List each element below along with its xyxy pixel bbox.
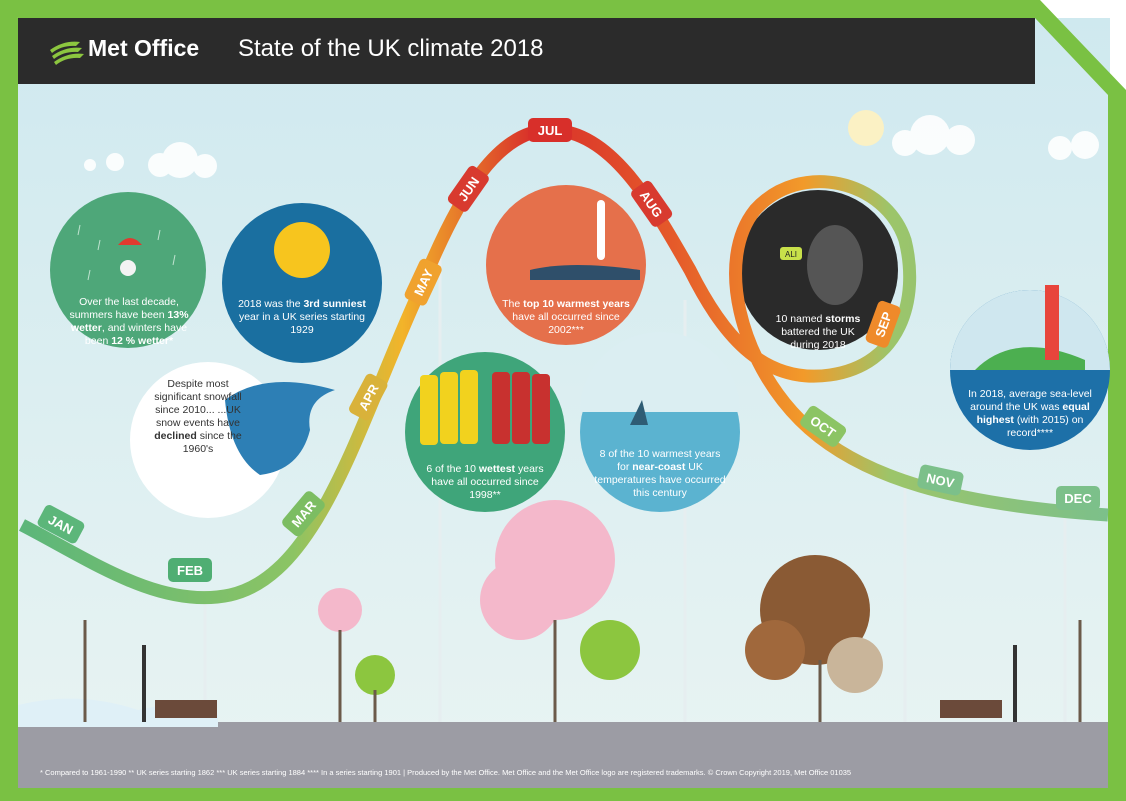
fact-emphasis: wettest	[479, 463, 515, 475]
figure	[120, 260, 136, 276]
fact-part: 6 of the 10	[426, 463, 479, 475]
fact-emphasis: storms	[825, 313, 860, 325]
fact-part: (with 2015) on record****	[1007, 414, 1083, 439]
ground	[18, 722, 1108, 788]
fact-text: 10 named storms battered the UK during 2…	[768, 313, 868, 352]
fact-text: The top 10 warmest years have all occurr…	[500, 298, 632, 337]
fact-emphasis: top 10 warmest years	[523, 298, 630, 310]
infographic: Met Office State of the UK climate 2018 …	[0, 0, 1126, 801]
month-label: DEC	[1064, 491, 1092, 506]
fact-part: battered the UK during 2018	[781, 326, 855, 351]
storm-label: ALI	[785, 250, 797, 259]
month-label: FEB	[177, 563, 203, 578]
footer: * Compared to 1961-1990 ** UK series sta…	[40, 768, 1100, 777]
fact-part: 2018 was the	[238, 298, 303, 310]
fact-part: year in a UK series starting 1929	[239, 311, 365, 336]
fact-emphasis: 12 % wetter*	[111, 335, 173, 347]
fact-text: 6 of the 10 wettest years have all occur…	[420, 463, 550, 502]
fact-emphasis: 3rd sunniest	[303, 298, 365, 310]
sun	[274, 222, 330, 278]
month-label: JUL	[538, 123, 563, 138]
fact-emphasis: near-coast	[632, 461, 685, 473]
fact-text: 2018 was the 3rd sunniest year in a UK s…	[238, 298, 366, 337]
month-cart: FEB	[168, 558, 212, 582]
fact-text: Despite most significant snowfall since …	[152, 378, 244, 456]
fact-emphasis: declined	[154, 430, 197, 442]
month-cart: DEC	[1056, 486, 1100, 510]
month-cart: JUL	[528, 118, 572, 142]
thermometer	[597, 200, 605, 260]
fact-text: 8 of the 10 warmest years for near-coast…	[594, 448, 726, 500]
logo: Met Office	[88, 35, 199, 61]
pale-sun	[848, 110, 884, 146]
fact-text: Over the last decade, summers have been …	[62, 296, 196, 348]
lighthouse	[1045, 285, 1059, 360]
uk-map	[807, 225, 863, 305]
fact-part: have all occurred since 2002***	[512, 311, 619, 336]
fact-text: In 2018, average sea-level around the UK…	[962, 388, 1098, 440]
fact-part: Over the last decade, summers have been	[69, 296, 178, 321]
title: State of the UK climate 2018	[238, 35, 544, 62]
fact-part: Despite most significant snowfall since …	[154, 378, 242, 429]
fact-part: The	[502, 298, 523, 310]
fact-part: 10 named	[776, 313, 826, 325]
